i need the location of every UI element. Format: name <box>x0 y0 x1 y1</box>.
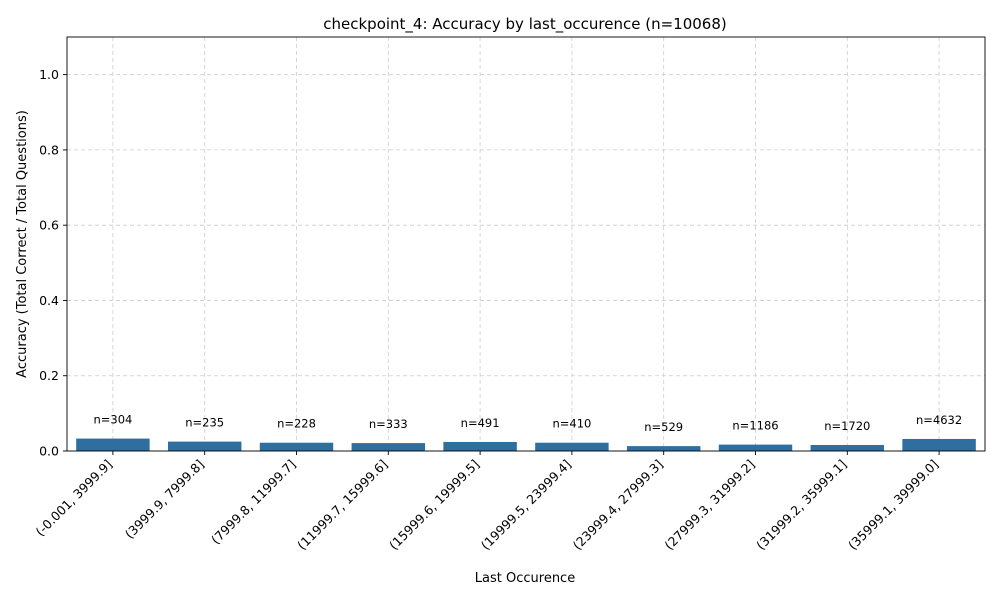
bar <box>810 444 885 451</box>
x-tick-label: (23999.4, 27999.3] <box>570 457 666 553</box>
x-tick-label: (35999.1, 39999.0] <box>845 457 941 553</box>
x-tick-label: (27999.3, 31999.2] <box>661 457 757 553</box>
y-tick-label: 0.8 <box>39 142 59 157</box>
chart-title: checkpoint_4: Accuracy by last_occurence… <box>323 15 727 34</box>
x-tick-label: (3999.9, 7999.8] <box>122 457 207 542</box>
x-tick-label: (7999.8, 11999.7] <box>208 457 299 548</box>
count-labels: n=304 n=235 n=228 n=333 n=491 n=410 n=529 n=118… <box>93 413 962 435</box>
bar-count-label: n=1720 <box>824 419 870 433</box>
y-axis-label: Accuracy (Total Correct / Total Question… <box>15 110 30 378</box>
x-tick-label: (11999.7, 15999.6] <box>294 457 390 553</box>
x-tick-label: (-0.001, 3999.9] <box>32 457 115 540</box>
bar-count-label: n=4632 <box>916 413 962 427</box>
bar-count-label: n=1186 <box>732 419 778 433</box>
x-tick-label: (15999.6, 19999.5] <box>386 457 482 553</box>
bar <box>351 443 426 451</box>
x-axis-label: Last Occurence <box>475 571 575 586</box>
bar <box>902 438 976 451</box>
bar-count-label: n=529 <box>644 420 683 434</box>
bar-count-label: n=304 <box>93 413 132 427</box>
bars <box>76 438 976 451</box>
bar <box>259 442 334 451</box>
x-tick-label: (31999.2, 35999.1] <box>753 457 849 553</box>
bar-count-label: n=410 <box>552 417 591 431</box>
y-tick-label: 0.2 <box>39 368 59 383</box>
bar <box>76 438 150 451</box>
bar <box>718 444 793 451</box>
grid-lines <box>67 37 985 452</box>
y-tick-label: 1.0 <box>39 67 59 82</box>
x-ticks: (-0.001, 3999.9] (3999.9, 7999.8] (7999.8,… <box>32 451 941 553</box>
bar-count-label: n=235 <box>185 416 224 430</box>
x-tick-label: (19999.5, 23999.4] <box>478 457 574 553</box>
bar <box>626 446 701 451</box>
y-tick-label: 0.0 <box>39 444 59 459</box>
y-tick-label: 0.4 <box>39 293 59 308</box>
bar-count-label: n=228 <box>277 417 316 431</box>
axes <box>66 36 986 452</box>
y-ticks: 0.0 0.2 0.4 0.6 0.8 1.0 <box>39 67 67 459</box>
plot-frame <box>66 36 986 452</box>
bar <box>167 441 242 451</box>
bar <box>443 441 517 451</box>
bar-count-label: n=491 <box>461 416 500 430</box>
bar-count-label: n=333 <box>369 417 408 431</box>
bar <box>535 442 609 451</box>
y-tick-label: 0.6 <box>39 218 59 233</box>
